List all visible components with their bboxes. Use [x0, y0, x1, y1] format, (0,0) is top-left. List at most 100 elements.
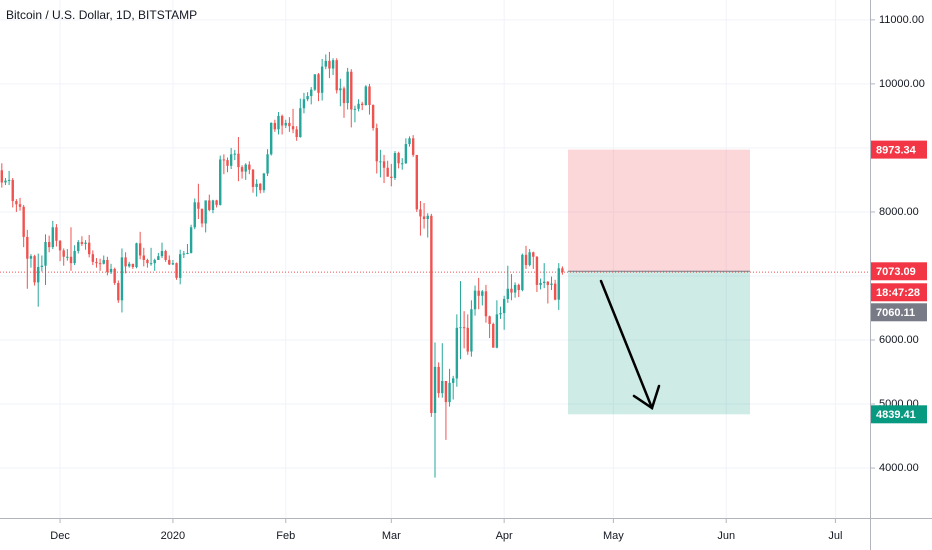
x-tick-label: May: [603, 530, 624, 542]
candle-body: [215, 200, 218, 205]
candle-body: [211, 200, 215, 211]
candle-body: [371, 105, 375, 129]
candle-body: [386, 167, 389, 177]
candle-body: [73, 250, 76, 264]
candle-body: [470, 309, 473, 352]
candle-body: [4, 180, 7, 183]
candle-body: [284, 122, 287, 126]
candle-body: [149, 263, 153, 265]
x-tick-label: Jul: [828, 530, 842, 542]
candle-body: [124, 257, 127, 267]
candle-body: [193, 202, 196, 228]
candle-body: [240, 167, 244, 172]
stop-price-tag-bg: [871, 140, 927, 159]
candle-body: [200, 208, 204, 224]
candle-body: [84, 242, 87, 244]
candle-body: [502, 299, 506, 314]
countdown-tag: 18:47:28: [876, 287, 920, 299]
x-tick-label: Apr: [496, 530, 513, 542]
candle-body: [331, 60, 335, 69]
candle-body: [128, 263, 131, 267]
candle-body: [510, 288, 513, 293]
candle-body: [273, 122, 277, 130]
candle-body: [535, 256, 539, 285]
x-tick-label: Feb: [276, 530, 295, 542]
candle-body: [146, 259, 149, 264]
candle-body: [419, 209, 422, 217]
candle-body: [186, 252, 189, 254]
candle-body: [528, 252, 531, 266]
candle-body: [310, 89, 313, 97]
candle-body: [58, 240, 62, 251]
candle-body: [317, 74, 320, 93]
candle-body: [255, 183, 258, 187]
candle-body: [248, 164, 251, 170]
candle-body: [499, 313, 502, 315]
y-tick-label: 10000.00: [879, 78, 925, 90]
y-tick-label: 4000.00: [879, 462, 919, 474]
candle-body: [15, 201, 18, 205]
candle-body: [189, 227, 193, 253]
candle-body: [299, 108, 302, 138]
candle-body: [368, 86, 371, 106]
candle-body: [477, 290, 480, 296]
chart-title: Bitcoin / U.S. Dollar, 1D, BITSTAMP: [6, 8, 197, 22]
candle-body: [433, 366, 437, 413]
candle-body: [557, 268, 560, 300]
candle-body: [142, 255, 145, 260]
arrow: [599, 279, 661, 410]
candle-body: [197, 202, 200, 209]
candle-body: [208, 200, 211, 211]
candle-body: [251, 169, 255, 187]
candle-body: [532, 252, 535, 257]
candle-body: [444, 380, 448, 403]
candle-body: [342, 88, 346, 104]
candle-body: [47, 242, 51, 248]
candle-body: [102, 259, 105, 264]
candle-body: [229, 154, 233, 166]
candle-body: [244, 164, 247, 172]
candle-body: [117, 283, 120, 301]
arrow-head: [632, 384, 661, 410]
candle-body: [55, 227, 58, 241]
candle-body: [26, 236, 29, 259]
candle-body: [357, 103, 360, 109]
candle-body: [546, 281, 550, 285]
candle-body: [135, 243, 138, 268]
candle-body: [131, 263, 135, 268]
candle-body: [313, 74, 317, 90]
candle-body: [109, 268, 113, 273]
candle-body: [302, 99, 306, 109]
candle-body: [448, 382, 451, 403]
candle-body: [204, 200, 207, 224]
candle-body: [175, 263, 178, 278]
candle-body: [346, 71, 349, 104]
candle-body: [328, 60, 331, 69]
candle-body: [353, 108, 357, 110]
candle-body: [430, 215, 433, 413]
position-tool: [0, 149, 870, 415]
candle-body: [182, 253, 186, 255]
candle-body: [495, 314, 499, 348]
candle-body: [422, 216, 426, 219]
entry-price-tag: 7073.09: [876, 266, 916, 278]
candle-body: [455, 327, 459, 379]
candle-body: [484, 291, 488, 317]
candle-body: [106, 259, 109, 273]
target-price-tag-bg: [871, 405, 927, 424]
candle-body: [222, 159, 226, 161]
candle-body: [335, 60, 338, 91]
candle-body: [18, 204, 22, 207]
candle-body: [415, 154, 419, 210]
candle-body: [262, 173, 266, 191]
y-tick-label: 6000.00: [879, 334, 919, 346]
last-price-tag: 7060.11: [876, 307, 915, 319]
candle-body: [459, 327, 462, 329]
candle-body: [44, 242, 47, 266]
countdown-tag-bg: [871, 283, 927, 302]
candle-body: [160, 250, 164, 257]
candle-body: [350, 71, 353, 110]
x-tick-label: Jun: [717, 530, 735, 542]
